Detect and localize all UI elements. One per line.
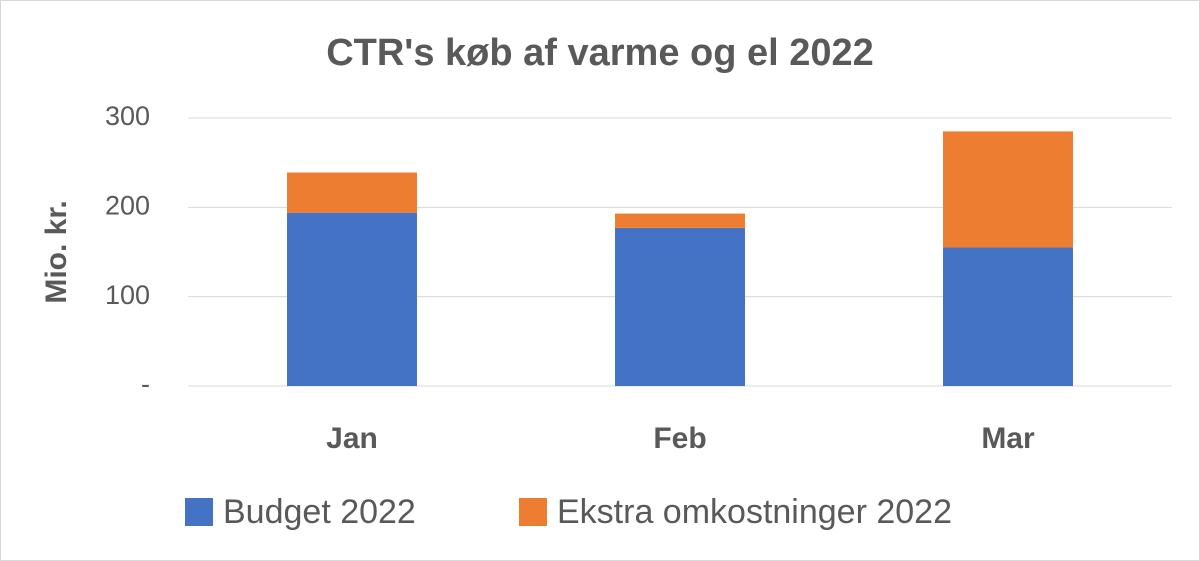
bar-segment [287,212,417,386]
bar-segment [615,213,745,228]
y-tick-label: 200 [105,190,150,220]
x-tick-label: Mar [981,422,1035,455]
legend-swatch [519,498,547,526]
legend-label: Ekstra omkostninger 2022 [557,493,952,531]
y-tick-label: 300 [105,101,150,131]
y-axis-label: Mio. kr. [40,200,73,303]
x-tick-label: Feb [653,422,706,455]
bar-segment [943,131,1073,248]
bar-segment [287,172,417,213]
x-tick-label: Jan [326,422,378,455]
bar-segment [943,247,1073,386]
chart-title: CTR's køb af varme og el 2022 [326,32,874,74]
y-tick-label: 100 [105,280,150,310]
legend-label: Budget 2022 [223,493,416,531]
legend-swatch [185,498,213,526]
y-tick-label: - [141,369,150,399]
bar-segment [615,227,745,386]
